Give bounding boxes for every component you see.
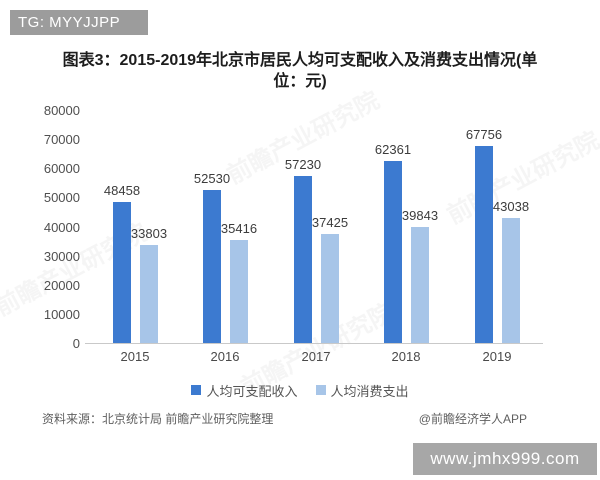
y-tick-label: 0 xyxy=(72,336,80,351)
source-row: 资料来源：北京统计局 前瞻产业研究院整理 @前瞻经济学人APP xyxy=(0,410,600,426)
source-text: 资料来源：北京统计局 前瞻产业研究院整理 xyxy=(42,412,274,426)
bar-value-label: 43038 xyxy=(492,199,530,214)
bar-人均可支配收入-2019 xyxy=(475,146,493,343)
bar-value-label: 37425 xyxy=(311,215,349,230)
bar-value-label: 39843 xyxy=(401,208,439,223)
bar-人均可支配收入-2016 xyxy=(203,190,221,343)
y-tick-label: 60000 xyxy=(43,161,80,176)
bar-人均消费支出-2017 xyxy=(321,234,339,343)
bar-人均消费支出-2016 xyxy=(230,240,248,343)
bar-value-label: 35416 xyxy=(220,221,258,236)
x-tick-label: 2017 xyxy=(301,349,331,364)
bar-value-label: 62361 xyxy=(374,142,412,157)
legend-label: 人均消费支出 xyxy=(330,383,409,399)
source-credit: @前瞻经济学人APP xyxy=(418,412,527,426)
y-tick-label: 20000 xyxy=(43,278,80,293)
plot-area: 48458 33803 52530 35416 57230 37425 62361 39843… xyxy=(85,110,543,344)
chart-title-line1: 图表3：2015-2019年北京市居民人均可支配收入及消费支出情况(单 xyxy=(62,52,538,69)
chart-title-line2: 位：元) xyxy=(273,73,327,90)
y-axis-labels: 80000 70000 60000 50000 40000 30000 20000 10000… xyxy=(28,103,80,351)
site-watermark-bar: www.jmhx999.com xyxy=(413,443,597,475)
legend-swatch-icon xyxy=(191,385,202,395)
bar-人均消费支出-2015 xyxy=(140,245,158,343)
bar-人均消费支出-2019 xyxy=(502,218,520,343)
x-tick-label: 2016 xyxy=(210,349,240,364)
bar-value-label: 57230 xyxy=(284,157,322,172)
y-tick-label: 50000 xyxy=(43,190,80,205)
y-tick-label: 80000 xyxy=(43,103,80,118)
legend-swatch-icon xyxy=(315,385,326,395)
bar-人均可支配收入-2017 xyxy=(294,176,312,343)
legend-item: 人均消费支出 xyxy=(315,381,409,400)
bar-value-label: 67756 xyxy=(465,127,503,142)
legend-item: 人均可支配收入 xyxy=(191,381,298,400)
bar-人均消费支出-2018 xyxy=(411,227,429,343)
legend-label: 人均可支配收入 xyxy=(206,383,298,399)
x-tick-label: 2018 xyxy=(391,349,421,364)
y-tick-label: 70000 xyxy=(43,132,80,147)
bar-value-label: 52530 xyxy=(193,171,231,186)
bar-人均可支配收入-2018 xyxy=(384,161,402,343)
legend: 人均可支配收入 人均消费支出 xyxy=(0,381,600,399)
y-tick-label: 30000 xyxy=(43,249,80,264)
y-tick-label: 40000 xyxy=(43,220,80,235)
y-tick-label: 10000 xyxy=(43,307,80,322)
tg-badge: TG: MYYJJPP xyxy=(10,10,148,35)
bar-value-label: 33803 xyxy=(130,226,168,241)
x-tick-label: 2019 xyxy=(482,349,512,364)
bar-value-label: 48458 xyxy=(103,183,141,198)
chart-title: 图表3：2015-2019年北京市居民人均可支配收入及消费支出情况(单 位：元) xyxy=(55,50,545,92)
bar-人均可支配收入-2015 xyxy=(113,202,131,343)
x-tick-label: 2015 xyxy=(120,349,150,364)
x-axis-labels: 2015 2016 2017 2018 2019 xyxy=(85,349,543,366)
